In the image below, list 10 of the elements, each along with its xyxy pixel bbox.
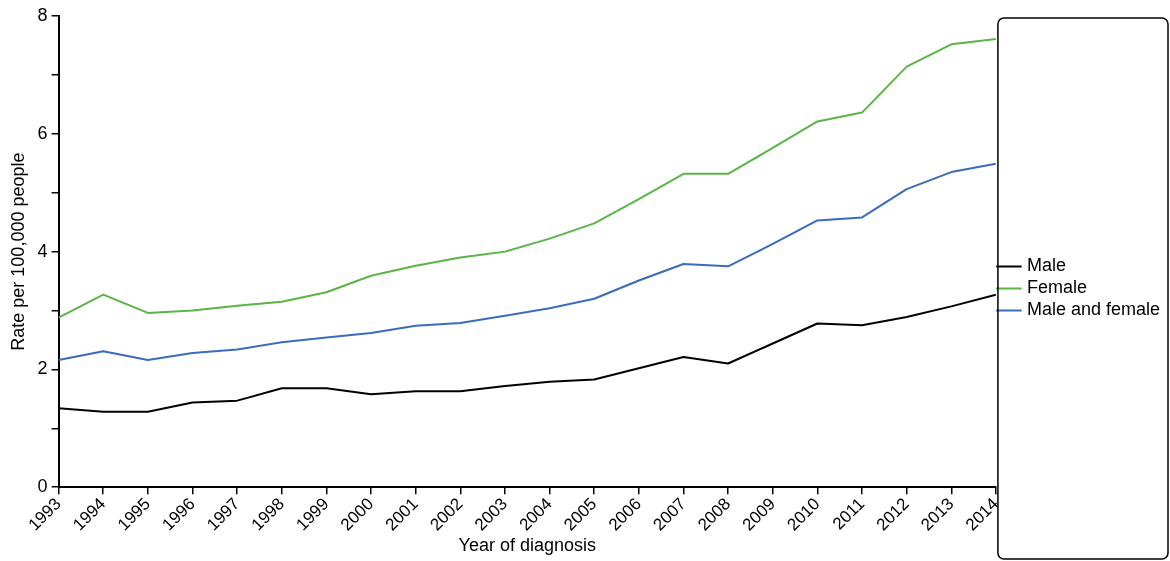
y-tick-label: 8 (37, 4, 48, 25)
y-tick-label: 4 (37, 240, 48, 261)
legend-label: Female (1026, 277, 1087, 298)
x-axis-title: Year of diagnosis (458, 535, 596, 556)
y-tick-label: 6 (37, 122, 48, 143)
y-tick-label: 2 (37, 358, 48, 379)
y-tick-label: 0 (37, 476, 48, 497)
legend-label: Male (1026, 255, 1066, 276)
legend-label: Male and female (1026, 299, 1160, 320)
y-axis-title: Rate per 100,000 people (7, 152, 28, 351)
